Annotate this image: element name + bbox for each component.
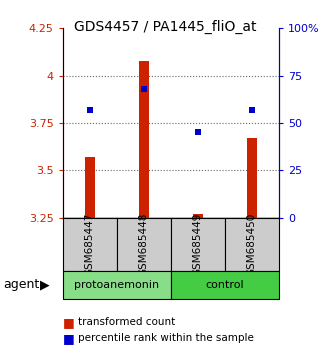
Text: agent: agent <box>3 279 40 291</box>
Text: ■: ■ <box>63 332 75 344</box>
Text: GSM685449: GSM685449 <box>193 212 203 276</box>
Bar <box>247 138 257 218</box>
Bar <box>63 218 117 271</box>
Bar <box>193 214 203 218</box>
Text: transformed count: transformed count <box>78 317 175 327</box>
Bar <box>139 61 149 218</box>
Text: GSM685450: GSM685450 <box>247 213 257 276</box>
Text: protoanemonin: protoanemonin <box>74 280 159 290</box>
Bar <box>85 157 95 218</box>
Text: GSM685448: GSM685448 <box>139 212 149 276</box>
Text: GSM685447: GSM685447 <box>85 212 95 276</box>
Bar <box>63 271 171 299</box>
Bar <box>171 271 279 299</box>
Text: control: control <box>206 280 244 290</box>
Bar <box>117 218 171 271</box>
Bar <box>171 218 225 271</box>
Text: percentile rank within the sample: percentile rank within the sample <box>78 333 253 343</box>
Text: ▶: ▶ <box>40 279 50 291</box>
Text: ■: ■ <box>63 316 75 329</box>
Bar <box>225 218 279 271</box>
Text: GDS4457 / PA1445_fliO_at: GDS4457 / PA1445_fliO_at <box>74 19 256 34</box>
